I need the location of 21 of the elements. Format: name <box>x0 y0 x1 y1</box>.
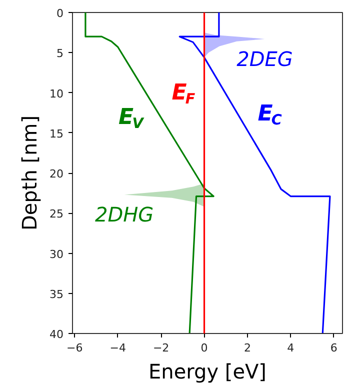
x-tick-label: 6 <box>330 342 338 354</box>
x-axis-title: Energy [eV] <box>148 360 266 384</box>
y-tick-label: 30 <box>50 248 64 261</box>
x-tick-label: −4 <box>110 342 126 354</box>
x-tick-label: −2 <box>152 342 170 354</box>
series-label: 2DEG <box>236 46 293 71</box>
y-tick-label: 20 <box>50 168 64 180</box>
y-tick-label: 35 <box>50 288 64 301</box>
y-tick-label: 0 <box>56 7 64 20</box>
y-tick-label: 40 <box>50 328 64 341</box>
y-tick-label: 10 <box>50 87 64 100</box>
x-tick-label: 0 <box>200 342 208 354</box>
x-tick-label: 2 <box>244 342 251 354</box>
x-tick-label: 4 <box>287 342 294 354</box>
series-label: 2DHG <box>95 202 154 227</box>
x-tick-label: −6 <box>66 342 83 354</box>
line-series <box>84 12 214 334</box>
y-tick-label: 25 <box>50 208 64 221</box>
y-axis-title: Depth [nm] <box>18 115 42 231</box>
y-tick-label: 5 <box>56 47 64 60</box>
y-tick-label: 15 <box>50 127 64 140</box>
